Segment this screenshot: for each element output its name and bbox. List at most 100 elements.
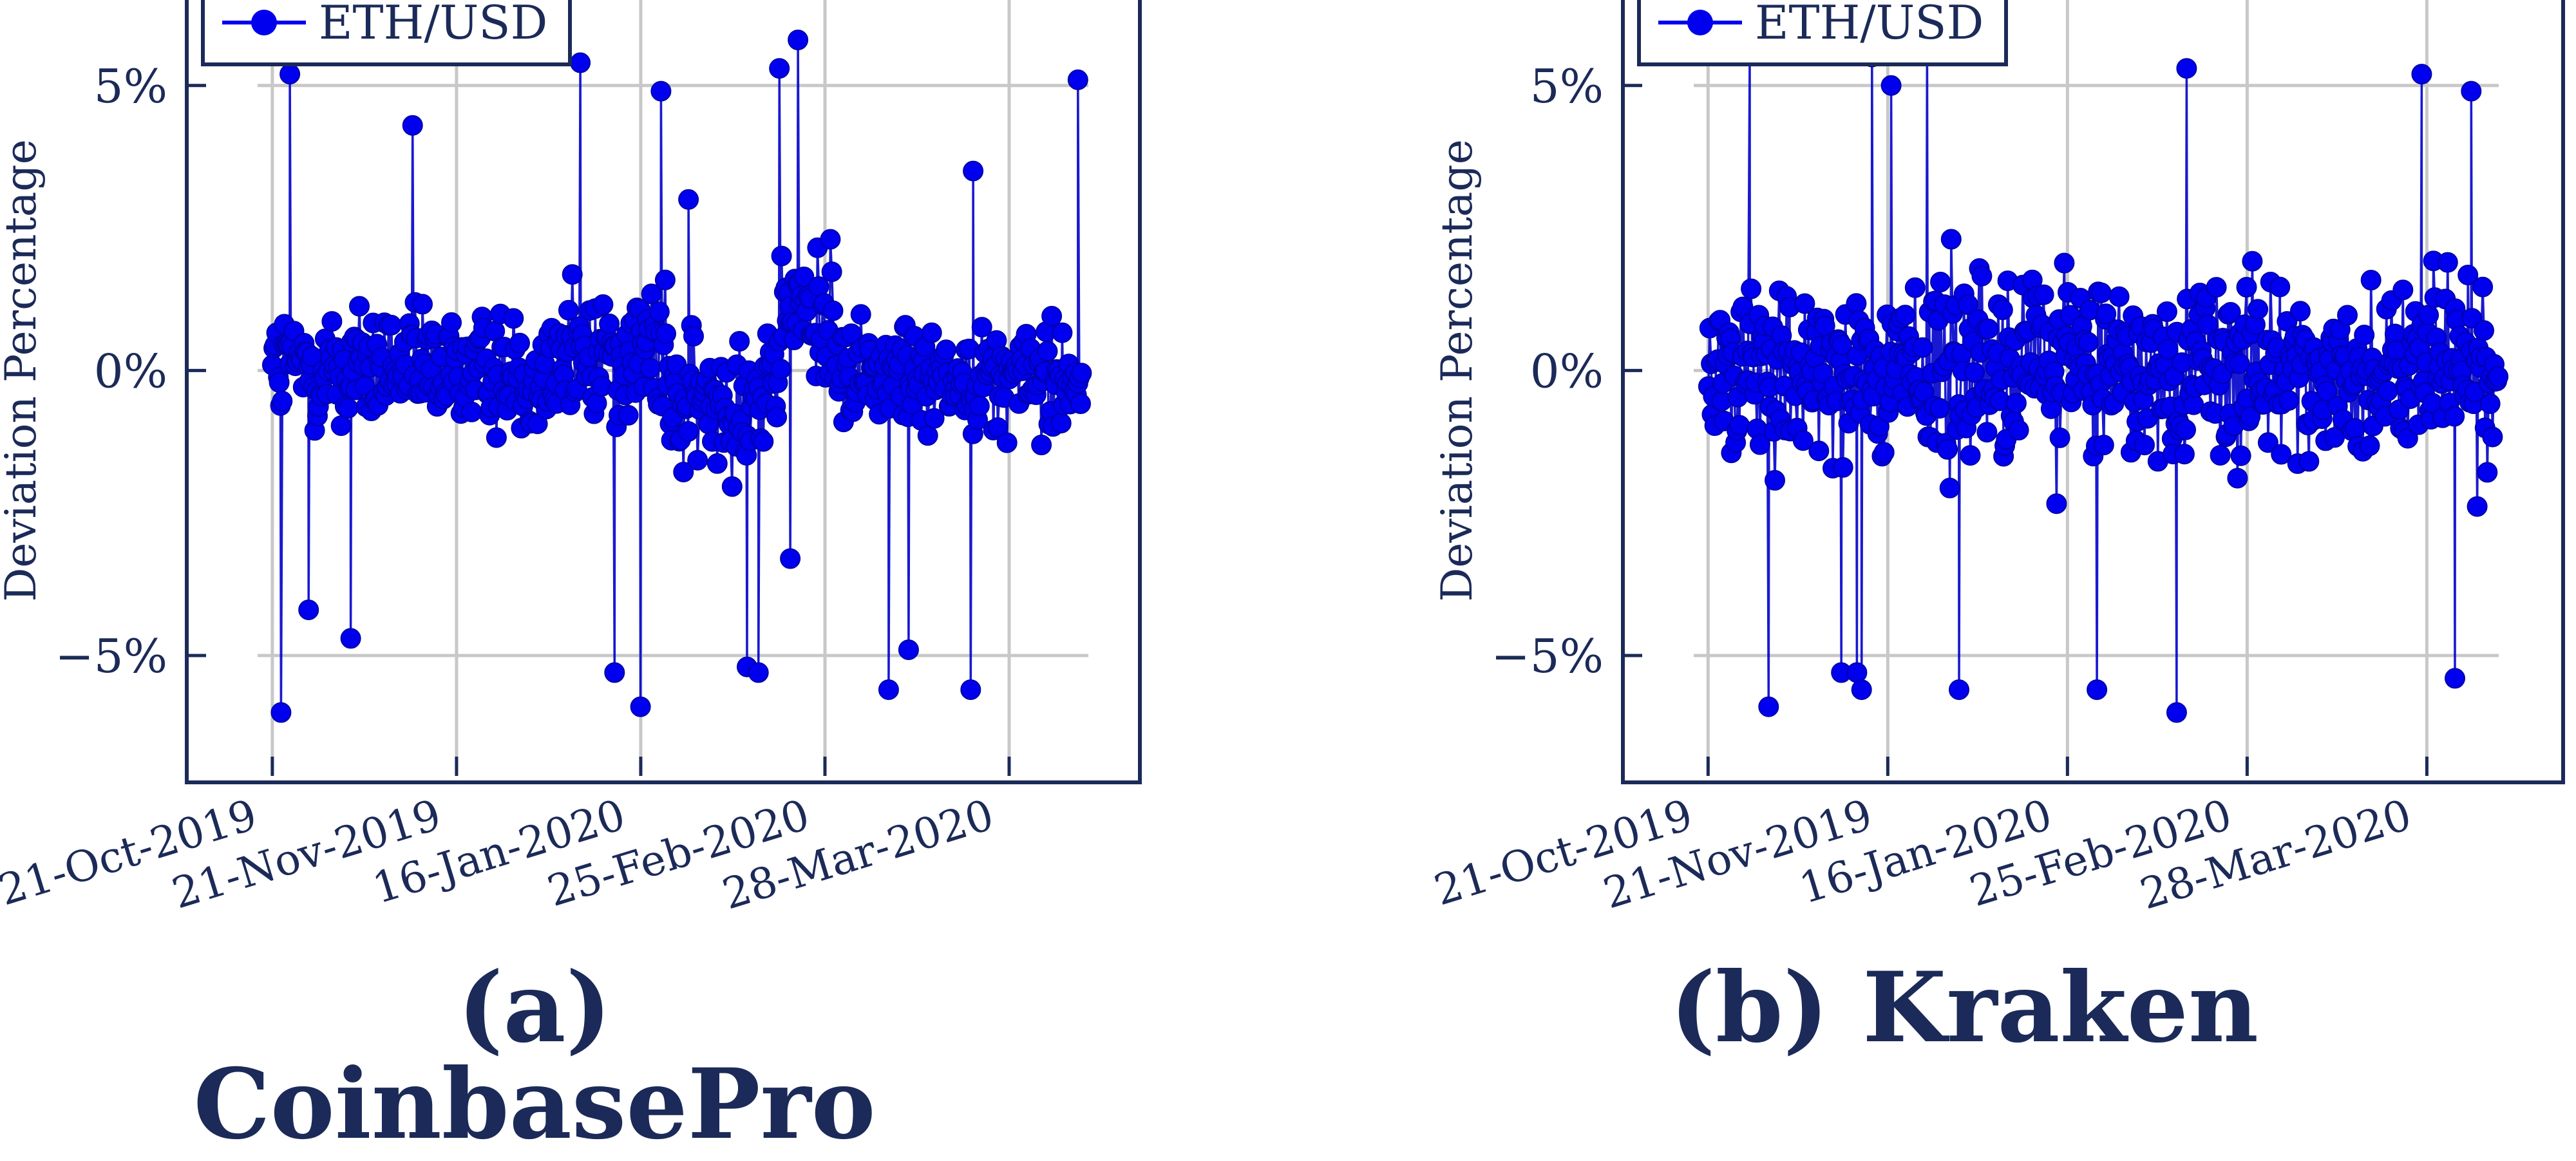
data-point [2359, 435, 2380, 457]
data-point [2392, 279, 2414, 301]
chart-coinbasepro: 5%0%−5%21-Oct-201921-Nov-201916-Jan-2020… [0, 0, 1142, 919]
data-point [1071, 363, 1092, 384]
data-point [2236, 277, 2257, 297]
data-point [1831, 334, 1852, 355]
data-point [1050, 413, 1072, 434]
data-point [917, 425, 938, 446]
data-point [2210, 445, 2231, 466]
data-point [770, 359, 791, 380]
data-point [673, 462, 694, 483]
data-point [936, 339, 957, 361]
data-point [821, 261, 842, 283]
data-point [1792, 430, 1814, 451]
data-point [558, 299, 579, 321]
data-point [1976, 422, 1998, 443]
y-tick-label: −5% [55, 629, 167, 683]
y-tick-label: 5% [1530, 59, 1604, 113]
data-point [2488, 366, 2509, 387]
data-point [2242, 250, 2263, 272]
data-point [706, 453, 728, 474]
data-point [971, 317, 992, 338]
data-point [2227, 467, 2248, 489]
data-point [1794, 293, 1815, 314]
data-point [1939, 477, 1960, 498]
data-point [2197, 314, 2218, 335]
data-point [2087, 679, 2108, 701]
data-point [2289, 301, 2311, 322]
data-point [2156, 301, 2177, 322]
data-point [2005, 393, 2027, 413]
data-point [562, 264, 583, 285]
data-point [2269, 276, 2291, 297]
data-point [412, 294, 433, 315]
data-point [1960, 445, 1981, 466]
data-point [279, 64, 301, 85]
data-point [2316, 381, 2337, 402]
data-point [969, 395, 990, 417]
data-point [1929, 398, 1950, 419]
data-point [272, 390, 293, 411]
data-point [721, 476, 743, 497]
data-point [2078, 332, 2099, 353]
series-eth-usd [261, 30, 1092, 723]
data-point [486, 427, 507, 448]
data-point [2046, 493, 2067, 514]
data-point [921, 322, 942, 343]
data-point [321, 311, 343, 332]
data-point [270, 702, 292, 723]
data-point [1749, 434, 1770, 455]
data-point [1052, 322, 1073, 343]
data-point [337, 398, 359, 419]
data-point [269, 372, 290, 393]
data-point [330, 415, 352, 437]
data-point [820, 229, 841, 250]
y-tick-label: 5% [94, 59, 167, 113]
data-point [2176, 58, 2197, 79]
data-point [850, 304, 871, 325]
data-point [599, 313, 620, 334]
data-point [503, 308, 524, 329]
legend-label: ETH/USD [319, 0, 547, 50]
data-point [381, 314, 402, 335]
data-point [771, 245, 792, 267]
plot-frame [1621, 0, 2565, 784]
data-point [878, 679, 899, 701]
data-point [2049, 427, 2070, 448]
data-point [963, 160, 984, 182]
data-point [630, 696, 651, 717]
data-point [2445, 668, 2465, 689]
data-point [1978, 318, 1999, 339]
data-point [788, 30, 809, 50]
caption-label: (a) [457, 951, 612, 1064]
data-point [1037, 341, 1058, 362]
data-point [641, 283, 662, 305]
data-point [2411, 64, 2432, 85]
data-point [2482, 426, 2503, 448]
data-point [2096, 303, 2117, 325]
data-point [461, 401, 482, 422]
data-point [769, 58, 790, 79]
data-point [349, 296, 370, 317]
data-point [1913, 381, 1935, 402]
data-point [2474, 320, 2494, 341]
data-point [729, 331, 750, 352]
caption-label: (b) [1669, 951, 1829, 1064]
data-point [1729, 415, 1750, 436]
data-point [960, 679, 981, 701]
data-point [2344, 418, 2365, 439]
data-point [1930, 272, 1951, 292]
data-point [2166, 702, 2187, 723]
data-point [402, 115, 423, 136]
data-point [2278, 390, 2299, 411]
data-point [2206, 277, 2227, 298]
data-point [2418, 305, 2439, 326]
data-point [618, 404, 639, 426]
chart-caption: (b) Kraken [1610, 959, 2318, 1088]
data-point [2324, 427, 2345, 448]
data-point [592, 294, 614, 315]
data-point [586, 393, 607, 414]
data-point [1741, 278, 1762, 299]
data-point [2477, 462, 2498, 483]
y-tick-label: −5% [1491, 629, 1604, 683]
data-point [2461, 80, 2482, 102]
